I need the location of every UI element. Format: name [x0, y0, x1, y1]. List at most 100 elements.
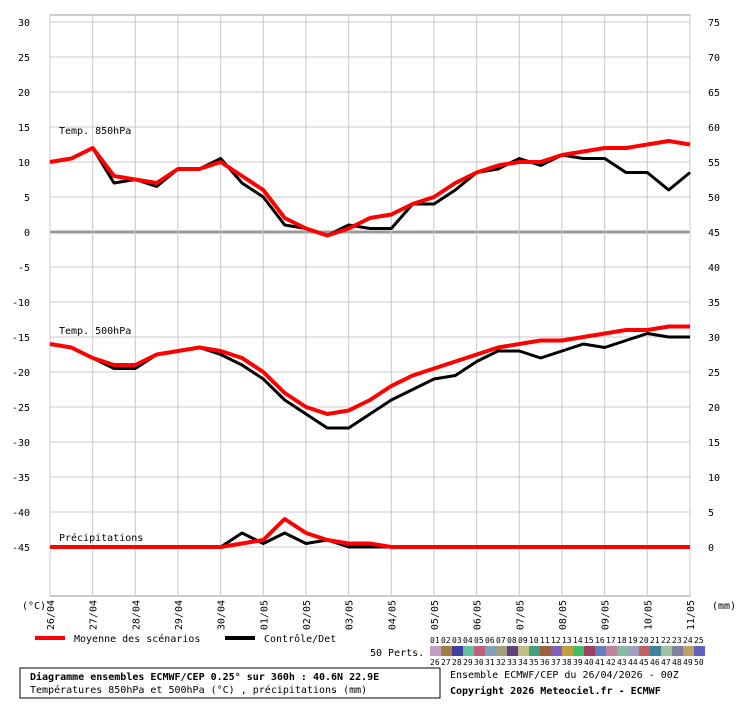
mean-line — [49, 139, 691, 238]
legend-label: 32 — [496, 658, 506, 667]
legend-label: Contrôle/Det — [264, 633, 336, 645]
y-tick-label: -30 — [12, 438, 30, 449]
legend-label: 42 — [606, 658, 616, 667]
y2-tick-label: 60 — [708, 123, 720, 134]
legend-swatch — [430, 646, 441, 656]
legend-label: 07 — [496, 636, 506, 645]
legend-label: 50 Perts. — [370, 648, 424, 659]
legend-label: 12 — [551, 636, 561, 645]
legend-label: 36 — [540, 658, 550, 667]
y-tick-label: -20 — [12, 368, 30, 379]
legend-label: 15 — [584, 636, 594, 645]
legend-label: 08 — [507, 636, 517, 645]
mean-line — [50, 517, 690, 549]
legend-swatch — [496, 646, 507, 656]
legend-label: 33 — [507, 658, 517, 667]
legend-swatch — [650, 646, 661, 656]
y2-tick-label: 20 — [708, 403, 720, 414]
x-tick-label: 02/05 — [302, 600, 313, 630]
legend-swatch — [584, 646, 595, 656]
legend-label: 34 — [518, 658, 528, 667]
legend-swatch — [628, 646, 639, 656]
legend-label: 03 — [452, 636, 462, 645]
legend-label: 21 — [650, 636, 660, 645]
x-tick-label: 09/05 — [601, 600, 612, 630]
legend-swatch — [474, 646, 485, 656]
legend-label: 28 — [452, 658, 462, 667]
legend-label: Moyenne des scénarios — [74, 633, 200, 645]
legend-swatch — [507, 646, 518, 656]
legend-swatch — [573, 646, 584, 656]
x-tick-label: 11/05 — [686, 600, 697, 630]
y-tick-label: -35 — [12, 473, 30, 484]
y2-tick-label: 10 — [708, 473, 720, 484]
legend-swatch — [606, 646, 617, 656]
y-tick-label: -45 — [12, 543, 30, 554]
x-tick-label: 10/05 — [643, 600, 654, 630]
legend-label: 29 — [463, 658, 473, 667]
legend-label: 43 — [617, 658, 627, 667]
legend-label: 22 — [661, 636, 671, 645]
legend-label: 16 — [595, 636, 605, 645]
legend-label: 04 — [463, 636, 473, 645]
legend-swatch — [617, 646, 628, 656]
legend-label: 19 — [628, 636, 638, 645]
footer-title: Diagramme ensembles ECMWF/CEP 0.25° sur … — [30, 671, 379, 683]
y2-tick-label: 30 — [708, 333, 720, 344]
y-label: (°C) — [22, 601, 46, 612]
legend-swatch — [540, 646, 551, 656]
legend-label: 24 — [683, 636, 693, 645]
y2-label: (mm) — [712, 601, 736, 612]
legend-label: 11 — [540, 636, 550, 645]
y-tick-label: 0 — [24, 228, 30, 239]
legend-label: 50 — [694, 658, 704, 667]
legend-swatch — [529, 646, 540, 656]
y2-tick-label: 65 — [708, 88, 720, 99]
legend-swatch — [562, 646, 573, 656]
y2-tick-label: 55 — [708, 158, 720, 169]
series-label: Temp. 500hPa — [59, 326, 131, 337]
legend-swatch — [694, 646, 705, 656]
footer-subtitle: Températures 850hPa et 500hPa (°C) , pré… — [30, 684, 367, 696]
series-label: Précipitations — [59, 532, 143, 544]
legend-label: 38 — [562, 658, 572, 667]
y-tick-label: -15 — [12, 333, 30, 344]
legend-label: 47 — [661, 658, 671, 667]
x-tick-label: 27/04 — [89, 600, 100, 630]
legend-label: 23 — [672, 636, 682, 645]
x-tick-label: 04/05 — [387, 600, 398, 630]
legend-label: 20 — [639, 636, 649, 645]
legend-label: 18 — [617, 636, 627, 645]
x-tick-label: 30/04 — [217, 600, 228, 630]
legend-label: 31 — [485, 658, 495, 667]
legend-label: 09 — [518, 636, 528, 645]
legend-swatch — [639, 646, 650, 656]
legend-label: 13 — [562, 636, 572, 645]
legend-label: 26 — [430, 658, 440, 667]
y2-tick-label: 25 — [708, 368, 720, 379]
legend-swatch — [672, 646, 683, 656]
legend-label: 44 — [628, 658, 638, 667]
y-tick-label: -5 — [18, 263, 30, 274]
legend-label: 46 — [650, 658, 660, 667]
x-tick-label: 01/05 — [259, 600, 270, 630]
legend-label: 30 — [474, 658, 484, 667]
footer-copyright: Copyright 2026 Meteociel.fr - ECMWF — [450, 685, 661, 697]
legend-label: 17 — [606, 636, 616, 645]
x-tick-label: 08/05 — [558, 600, 569, 630]
legend-swatch — [441, 646, 452, 656]
x-tick-label: 03/05 — [345, 600, 356, 630]
legend-swatch — [452, 646, 463, 656]
mean-line — [49, 324, 690, 416]
legend-label: 01 — [430, 636, 440, 645]
legend-swatch — [595, 646, 606, 656]
legend-label: 27 — [441, 658, 451, 667]
x-tick-label: 07/05 — [515, 600, 526, 630]
y-tick-label: 5 — [24, 193, 30, 204]
legend-label: 35 — [529, 658, 539, 667]
legend-label: 48 — [672, 658, 682, 667]
legend-swatch — [683, 646, 694, 656]
x-tick-label: 28/04 — [131, 600, 142, 630]
